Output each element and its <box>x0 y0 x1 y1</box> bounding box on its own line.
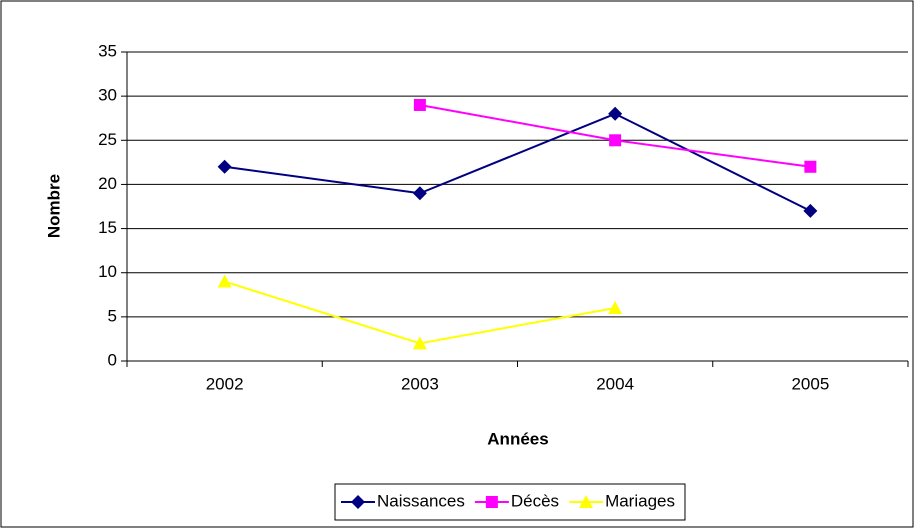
x-tick-label: 2002 <box>206 374 244 393</box>
y-tick-label: 0 <box>108 350 117 369</box>
legend: Naissances Décès Mariages <box>334 483 686 521</box>
data-point <box>217 274 232 288</box>
legend-marker <box>485 496 498 508</box>
data-point <box>609 134 622 147</box>
y-tick-label: 20 <box>98 174 117 193</box>
legend-label: Décès <box>511 491 559 510</box>
legend-label: Mariages <box>605 491 675 510</box>
y-tick-label: 35 <box>98 41 117 60</box>
data-point <box>804 160 817 173</box>
legend-marker <box>579 495 594 508</box>
x-tick-label: 2003 <box>401 374 439 393</box>
x-axis-title: Années <box>487 429 548 448</box>
legend-box <box>334 483 686 521</box>
y-tick-label: 25 <box>98 130 117 149</box>
y-tick-label: 30 <box>98 86 117 105</box>
y-tick-label: 5 <box>108 306 117 325</box>
data-point <box>413 98 426 111</box>
data-point <box>412 186 427 201</box>
series-line <box>224 112 811 212</box>
y-axis-title: Nombre <box>44 174 63 238</box>
y-tick-label: 15 <box>98 218 117 237</box>
x-tick-label: 2004 <box>596 374 634 393</box>
data-point <box>608 301 623 315</box>
x-tick-label: 2005 <box>791 374 829 393</box>
data-point <box>608 106 623 121</box>
data-point <box>803 203 818 218</box>
legend-marker <box>351 495 365 509</box>
data-point <box>412 336 427 350</box>
y-tick-label: 10 <box>98 262 117 281</box>
data-point <box>217 159 232 174</box>
legend-label: Naissances <box>377 491 465 510</box>
